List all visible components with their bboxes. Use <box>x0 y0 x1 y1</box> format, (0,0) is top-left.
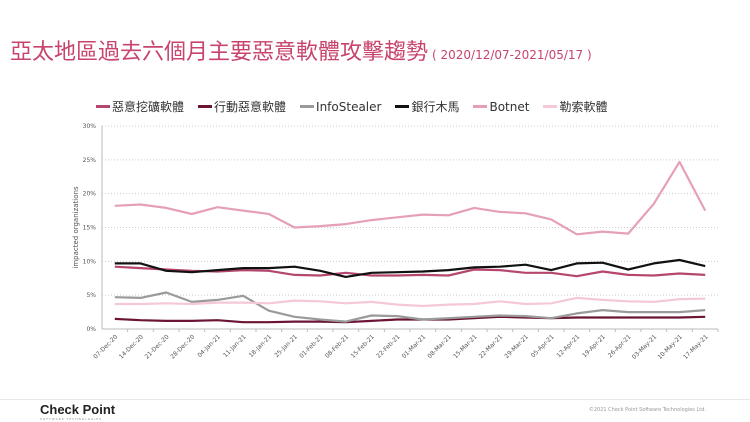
chart-legend: 惡意挖礦軟體 行動惡意軟體 InfoStealer 銀行木馬 Botnet 勒索軟體 <box>96 98 607 115</box>
x-tick-label: 03-May-21 <box>631 333 659 361</box>
x-tick-label: 22-Mar-21 <box>478 333 505 360</box>
legend-label: 銀行木馬 <box>411 100 460 114</box>
x-tick-label: 14-Dec-20 <box>118 333 145 360</box>
x-tick-label: 15-Feb-21 <box>350 333 376 359</box>
legend-item: InfoStealer <box>300 98 381 115</box>
y-tick-label: 25% <box>83 157 97 164</box>
legend-label: 勒索軟體 <box>559 100 608 114</box>
y-tick-label: 20% <box>83 191 97 198</box>
legend-label: InfoStealer <box>316 99 382 114</box>
date-range: ( 2020/12/07-2021/05/17 ) <box>432 48 592 62</box>
line-chart: 0% 5% 10% 15% 20% 25% 30% impacted organization… <box>72 123 719 361</box>
x-tick-label: 04-Jan-21 <box>196 333 222 359</box>
x-tick-label: 28-Dec-20 <box>169 333 196 360</box>
x-tick-label: 08-Feb-21 <box>324 333 350 359</box>
x-tick-label: 01-Mar-21 <box>401 333 428 360</box>
title-text: 亞太地區過去六個月主要惡意軟體攻擊趨勢 <box>10 40 429 65</box>
y-tick-label: 10% <box>83 258 97 265</box>
legend-label: Botnet <box>489 99 530 114</box>
x-tick-label: 11-Jan-21 <box>222 333 248 359</box>
x-tick-label: 08-Mar-21 <box>426 333 453 360</box>
x-tick-label: 25-Jan-21 <box>273 333 299 359</box>
legend-item: 銀行木馬 <box>395 98 459 115</box>
x-tick-label: 07-Dec-20 <box>92 333 119 360</box>
y-tick-label: 5% <box>86 292 96 299</box>
x-tick-label: 26-Apr-21 <box>607 333 633 359</box>
x-tick-label: 22-Feb-21 <box>375 333 401 359</box>
x-tick-label: 19-Apr-21 <box>581 333 607 359</box>
legend-swatch <box>543 105 558 108</box>
footer-divider <box>0 399 750 400</box>
legend-swatch <box>96 105 110 108</box>
legend-label: 行動惡意軟體 <box>214 100 287 114</box>
legend-swatch <box>198 105 213 108</box>
x-tick-label: 29-Mar-21 <box>503 333 530 360</box>
legend-item: 勒索軟體 <box>543 98 607 115</box>
x-tick-label: 18-Jan-21 <box>248 333 274 359</box>
legend-item: Botnet <box>473 98 529 115</box>
copyright: ©2021 Check Point Software Technologies … <box>588 407 706 413</box>
x-tick-label: 15-Mar-21 <box>452 333 479 360</box>
y-tick-label: 30% <box>83 123 97 130</box>
legend-label: 惡意挖礦軟體 <box>112 100 185 114</box>
y-tick-label: 0% <box>86 326 96 333</box>
y-axis-label: impacted organizations <box>72 186 80 269</box>
legend-swatch <box>300 105 315 108</box>
page-title: 亞太地區過去六個月主要惡意軟體攻擊趨勢( 2020/12/07-2021/05/… <box>10 34 592 66</box>
series-line-5 <box>114 296 706 308</box>
logo-tagline: SOFTWARE TECHNOLOGIES <box>40 417 103 421</box>
x-tick-label: 01-Feb-21 <box>298 333 324 359</box>
check-point-logo: Check Point SOFTWARE TECHNOLOGIES <box>40 402 115 421</box>
logo-text: Check Point <box>40 402 116 417</box>
series-line-2 <box>114 291 706 323</box>
x-tick-label: 05-Apr-21 <box>530 333 556 359</box>
x-tick-label: 10-May-21 <box>656 333 684 361</box>
series-line-4 <box>114 160 707 236</box>
legend-swatch <box>473 105 488 108</box>
x-tick-label: 21-Dec-20 <box>144 333 171 360</box>
x-tick-label: 12-Apr-21 <box>555 333 581 359</box>
legend-swatch <box>395 105 410 108</box>
series-line-3 <box>114 258 706 278</box>
y-tick-label: 15% <box>83 225 97 232</box>
legend-item: 惡意挖礦軟體 <box>96 98 184 115</box>
legend-item: 行動惡意軟體 <box>198 98 286 115</box>
x-tick-label: 17-May-21 <box>682 333 710 361</box>
series-line-1 <box>114 315 706 324</box>
